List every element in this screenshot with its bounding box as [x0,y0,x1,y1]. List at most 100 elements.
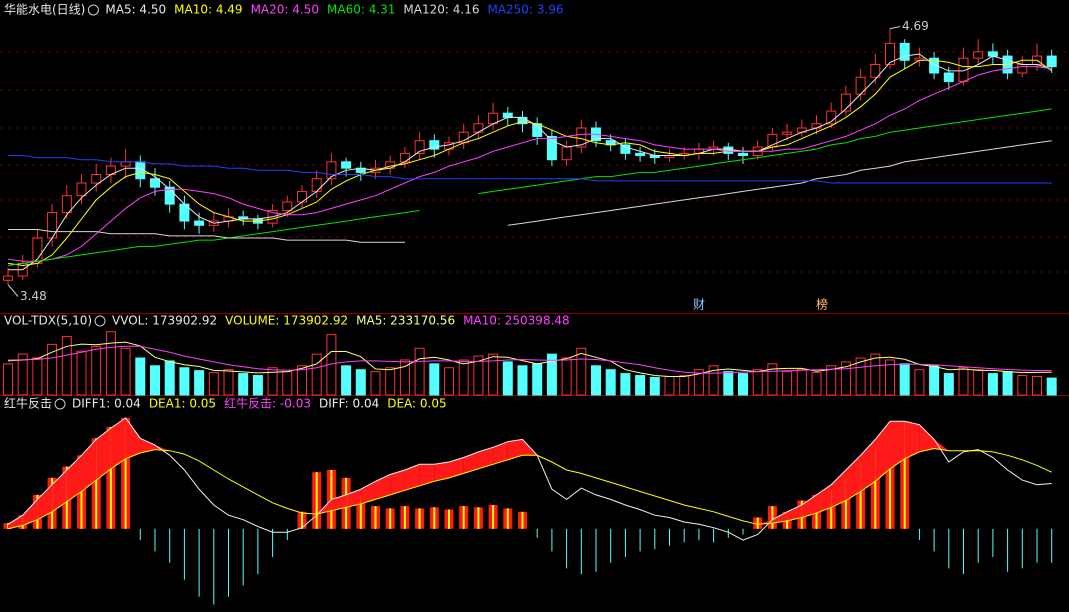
candle-body [3,275,13,281]
volume-bar [664,376,675,396]
diff-dea-fill [463,451,479,474]
candle-body [973,51,984,59]
volume-bar [297,365,307,396]
volume-bar [914,369,925,396]
volume-bar [649,376,660,396]
candle-body [782,131,793,135]
volume-bar [135,357,146,396]
readout: MA5: 233170.56 [356,314,455,328]
volume-bar [840,361,851,396]
panel-icon [54,398,66,410]
diff-dea-fill [125,417,141,459]
ma-line [7,108,1052,266]
readout: DEA1: 0.05 [149,397,216,411]
candle-body [723,146,734,154]
candle-body [885,42,895,66]
candle-body [341,161,352,169]
event-marker: 财 [693,298,705,312]
volume-bar [679,375,690,396]
candle-body [414,140,425,154]
diff-dea-fill [493,441,508,465]
diff-dea-fill [52,469,67,512]
diff-dea-fill [934,439,949,451]
volume-bar [370,371,381,396]
indicator-line [7,447,1052,530]
price-annotation: 4.69 [902,19,929,33]
candle-body [194,220,205,226]
readout: MA120: 4.16 [403,3,479,17]
price-annotation: 3.48 [20,289,47,303]
volume-bar [502,361,513,396]
candle-body [546,135,557,161]
diff-dea-fill [434,462,449,482]
volume-bar [885,359,895,396]
diff-dea-fill [81,439,97,492]
diff-dea-fill [890,421,905,469]
volume-bar [576,347,587,396]
volume-bar [341,365,352,396]
volume-bar [194,370,205,396]
diff-dea-fill [155,445,170,451]
readout: DIFF1: 0.04 [72,397,141,411]
volume-bar [473,355,484,396]
volume-bar [620,373,631,396]
volume-bar [811,372,822,396]
volume-bar [929,365,940,396]
diff-dea-fill [787,505,802,521]
diff-dea-fill [904,421,920,459]
volume-bar [76,350,87,396]
candle-body [561,146,572,161]
volume-bar [752,369,763,396]
diff-dea-fill [772,511,788,524]
diff-dea-fill [816,484,832,513]
volume-bar [987,373,998,396]
diff-dea-fill [390,469,405,495]
volume-bar [693,369,704,396]
candle-body [282,201,293,211]
volume-bar [414,347,425,396]
volume-bar [958,367,969,396]
volume-bar [517,365,528,396]
candle-body [1017,64,1028,74]
panel-title: 华能水电(日线) [4,3,85,17]
readout: MA5: 4.50 [105,3,166,17]
candle-body [576,127,587,148]
indicator-line [7,417,1052,541]
ma-line [8,155,1052,184]
candle-body [120,161,131,167]
diff-dea-fill [449,457,464,478]
volume-ma-line [7,345,1052,374]
candle-body [987,51,998,57]
diff-dea-fill [507,439,523,460]
volume-bar [943,373,954,396]
volume-bar [179,367,190,396]
diff-dea-fill [919,424,935,452]
volume-bar [708,365,719,396]
readout: MA10: 4.49 [174,3,242,17]
volume-bar [488,353,499,396]
volume-ma-line [7,341,1052,377]
candle-body [620,144,631,154]
volume-bar [1032,376,1042,396]
candle-body [1046,55,1057,68]
volume-bar [591,365,601,396]
volume-bar [855,357,866,396]
readout: DIFF: 0.04 [319,397,379,411]
volume-bar [385,367,396,396]
volume-bar [605,369,616,396]
volume-bar [399,359,410,396]
diff-dea-fill [478,447,494,469]
candle-body [899,42,910,61]
panel-title: VOL-TDX(5,10) [4,314,92,328]
volume-bar [208,372,219,396]
readout: MA250: 3.96 [487,3,563,17]
candle-body [326,161,337,180]
readout: MA60: 4.31 [327,3,395,17]
volume-bar [47,343,58,396]
diff-dea-fill [801,494,817,518]
diff-dea-fill [419,464,435,486]
diff-dea-fill [831,469,846,508]
candle-body [943,72,954,82]
diff-dea-fill [8,515,23,529]
